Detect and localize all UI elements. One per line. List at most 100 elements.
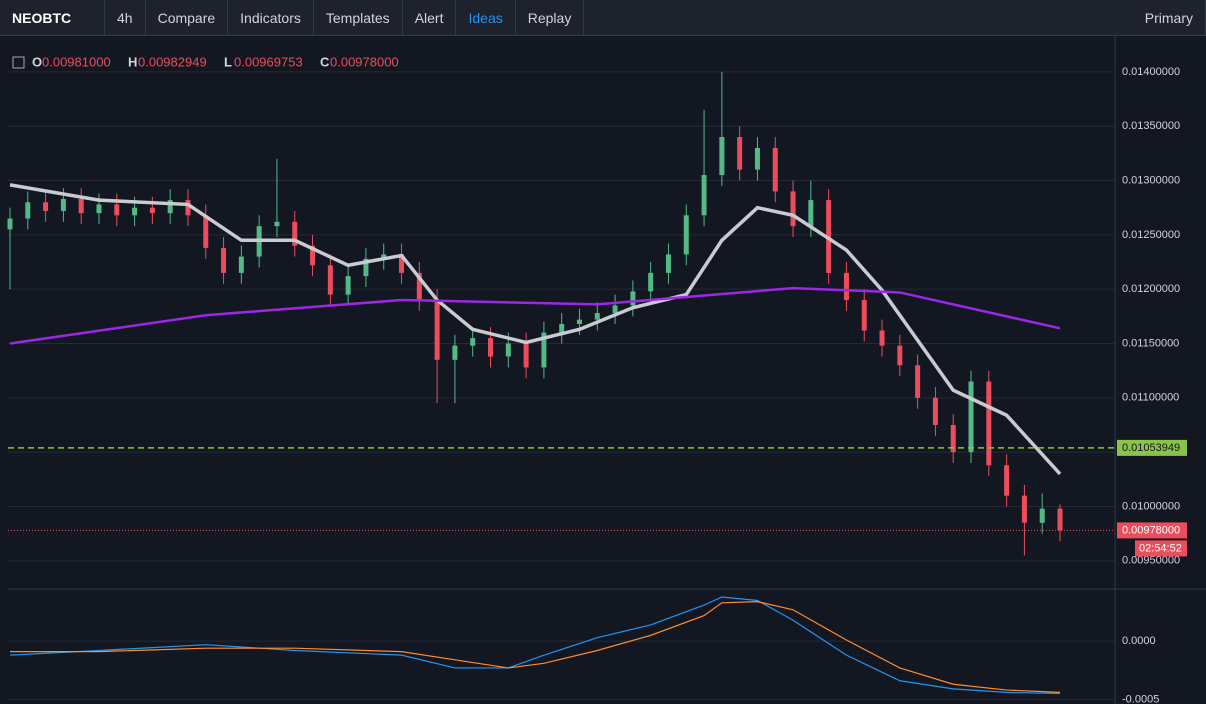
candle-body xyxy=(808,200,814,227)
macd-line xyxy=(10,601,1061,693)
candle-body xyxy=(523,343,529,368)
ohlc-key: H xyxy=(128,54,137,69)
candle-body xyxy=(719,137,725,176)
candle-body xyxy=(416,272,422,301)
candle-body xyxy=(986,381,992,466)
candle-body xyxy=(327,265,333,295)
toolbar-item[interactable]: Templates xyxy=(314,0,403,36)
candle-body xyxy=(238,256,244,273)
candle-body xyxy=(737,137,743,170)
candle-body xyxy=(559,323,565,333)
candle-body xyxy=(915,365,921,398)
candle-body xyxy=(363,258,369,277)
y-tick-label: 0.01100000 xyxy=(1122,392,1179,404)
candle-body xyxy=(381,254,387,259)
candle-body xyxy=(132,207,138,216)
moving-average xyxy=(9,183,1062,476)
candle-body xyxy=(665,254,671,273)
candle-body xyxy=(25,202,31,219)
candle-body xyxy=(505,343,511,357)
ohlc-value: 0.00978000 xyxy=(330,54,399,69)
y-tick-label: 0.01300000 xyxy=(1122,174,1180,186)
macd-line xyxy=(9,596,1061,695)
candle-body xyxy=(274,221,280,227)
countdown-bg xyxy=(1135,540,1187,557)
layout[interactable]: Primary xyxy=(1133,0,1206,36)
candle-body xyxy=(879,330,885,346)
candle-body xyxy=(43,202,49,211)
candle-body xyxy=(1039,508,1045,523)
ohlc-key: L xyxy=(224,54,232,69)
toolbar-item[interactable]: Indicators xyxy=(228,0,314,36)
candle-body xyxy=(452,345,458,360)
candle-body xyxy=(149,207,155,214)
moving-average xyxy=(9,286,1061,345)
symbol[interactable]: NEOBTC xyxy=(0,0,105,36)
candle-body xyxy=(434,300,440,360)
y-tick-label: 0.00950000 xyxy=(1122,555,1180,567)
ohlc-value: 0.00969753 xyxy=(234,54,303,69)
candle-body xyxy=(576,319,582,324)
candle-body xyxy=(932,397,938,426)
candle-body xyxy=(612,305,618,314)
candle-body xyxy=(167,200,173,214)
candle-body xyxy=(185,200,191,216)
candle-body xyxy=(399,254,405,273)
pane-bg xyxy=(0,36,1115,704)
ohlc-key: C xyxy=(320,54,330,69)
candle-body xyxy=(345,276,351,295)
candle-body xyxy=(861,300,867,331)
y-tick-label: -0.0005 xyxy=(1122,693,1159,704)
candle-body xyxy=(7,218,13,230)
y-tick-label: 0.01200000 xyxy=(1122,283,1180,295)
candle-body xyxy=(1021,495,1027,523)
candle-body xyxy=(968,381,974,453)
candle-body xyxy=(790,191,796,227)
y-tick-label: 0.01350000 xyxy=(1122,120,1180,132)
expand-icon xyxy=(12,56,25,69)
candle-body xyxy=(701,175,707,216)
candle-body xyxy=(60,198,66,211)
countdown: 02:54:52 xyxy=(1139,542,1182,554)
candle-body xyxy=(594,313,600,320)
toolbar-item[interactable]: Replay xyxy=(516,0,585,36)
candle-body xyxy=(96,204,102,214)
toolbar: NEOBTC 4h Compare Indicators Templates A… xyxy=(0,0,1206,36)
candle-body xyxy=(310,245,316,266)
ohlc-key: O xyxy=(32,54,42,69)
candle-body xyxy=(630,291,636,306)
toolbar-item[interactable]: Compare xyxy=(146,0,229,36)
candle-body xyxy=(203,215,209,248)
interval[interactable]: 4h xyxy=(105,0,146,36)
candle-body xyxy=(292,221,298,246)
candle-body xyxy=(1057,508,1063,531)
candle-body xyxy=(1004,465,1010,496)
price-label: 0.01053949 xyxy=(1122,442,1180,454)
toolbar-item[interactable]: Ideas xyxy=(456,0,516,36)
last-price-label: 0.00978000 xyxy=(1122,524,1180,536)
price-label-bg xyxy=(1117,439,1187,456)
y-tick-label: 0.01250000 xyxy=(1122,229,1180,241)
candle-body xyxy=(470,338,476,346)
candle-body xyxy=(754,147,760,170)
candle-body xyxy=(114,204,120,216)
candle-body xyxy=(488,338,494,357)
y-tick-label: 0.0000 xyxy=(1122,635,1156,647)
candle-body xyxy=(541,332,547,368)
toolbar-item[interactable]: Alert xyxy=(403,0,457,36)
candle-body xyxy=(843,272,849,301)
ohlc-value: 0.00982949 xyxy=(138,54,207,69)
candle-body xyxy=(78,198,84,214)
candle-body xyxy=(950,425,956,453)
candle-body xyxy=(221,247,227,273)
ohlc-value: 0.00981000 xyxy=(42,54,111,69)
candle-body xyxy=(648,272,654,292)
candle-body xyxy=(897,345,903,366)
last-label-bg xyxy=(1117,522,1187,539)
candle-body xyxy=(683,215,689,255)
y-tick-label: 0.01400000 xyxy=(1122,66,1180,78)
y-tick-label: 0.01150000 xyxy=(1122,337,1179,349)
y-tick-label: 0.01000000 xyxy=(1122,500,1180,512)
